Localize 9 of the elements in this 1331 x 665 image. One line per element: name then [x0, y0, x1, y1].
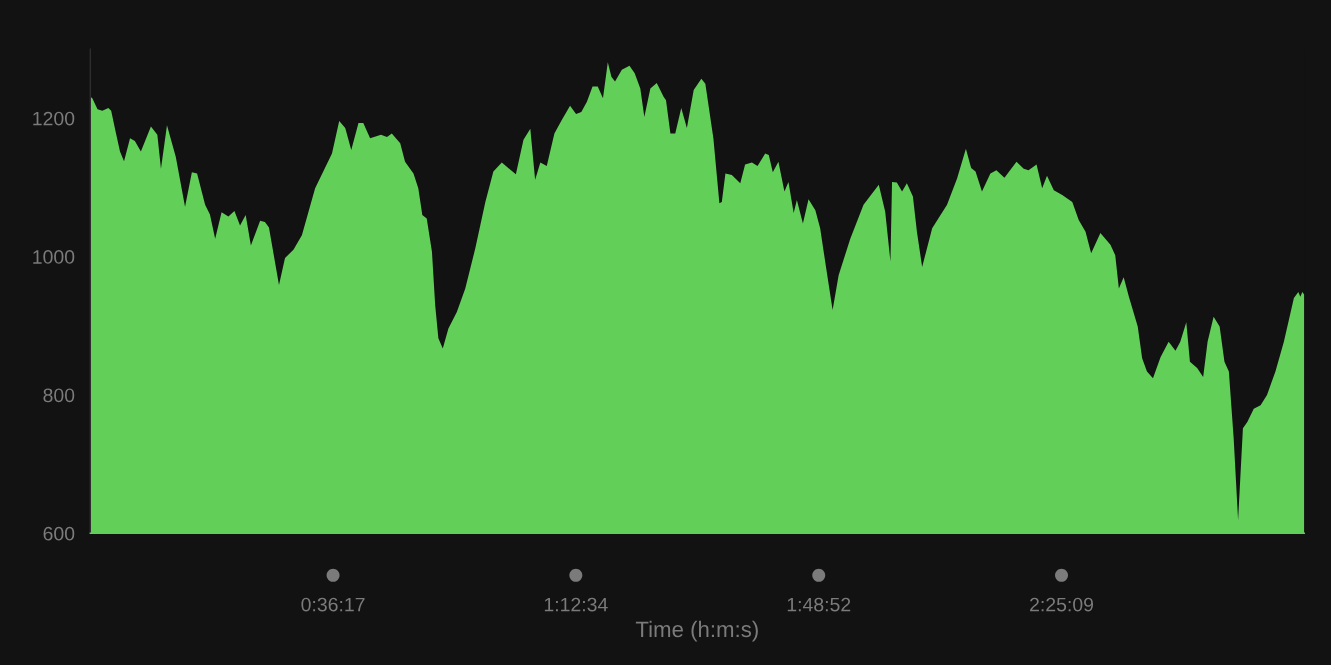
y-tick-label: 600 [43, 526, 75, 541]
x-tick-label: 1:48:52 [787, 597, 851, 612]
x-tick-label: 2:25:09 [1030, 597, 1094, 612]
x-axis-title: Time (h:m:s) [635, 620, 758, 642]
x-tick-label: 0:36:17 [301, 597, 365, 612]
y-tick-label: 800 [43, 388, 75, 403]
x-tick-label: 1:12:34 [544, 597, 608, 612]
y-tick-label: 1000 [33, 250, 75, 264]
y-tick-label: 1200 [33, 111, 75, 126]
